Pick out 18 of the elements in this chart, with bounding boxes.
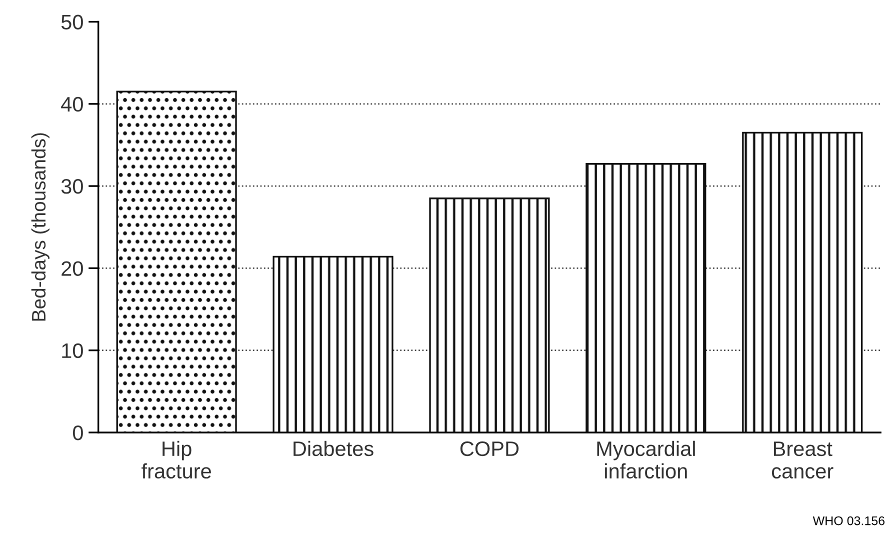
bar xyxy=(429,198,550,432)
bar xyxy=(116,90,237,432)
y-tick-label: 30 xyxy=(61,179,83,194)
y-tick-label: 50 xyxy=(61,14,83,30)
y-axis-title: Bed-days (thousands) xyxy=(31,133,50,321)
y-tick-label: 20 xyxy=(62,261,83,276)
bar xyxy=(742,132,863,432)
text: WHO 03.156 xyxy=(812,516,885,526)
y-tick-label: 10 xyxy=(62,343,83,358)
x-tick-label: Breast cancer xyxy=(772,442,834,479)
x-tick-label: COPD xyxy=(460,441,519,456)
x-tick-label: Diabetes xyxy=(294,440,374,456)
bar xyxy=(272,256,394,432)
x-tick-label: Myocardial infarction xyxy=(597,440,695,479)
bar xyxy=(586,163,706,432)
y-tick-label: 40 xyxy=(61,96,83,112)
y-tick-label: 0 xyxy=(72,425,83,440)
x-tick-label: Hip fracture xyxy=(142,440,211,479)
